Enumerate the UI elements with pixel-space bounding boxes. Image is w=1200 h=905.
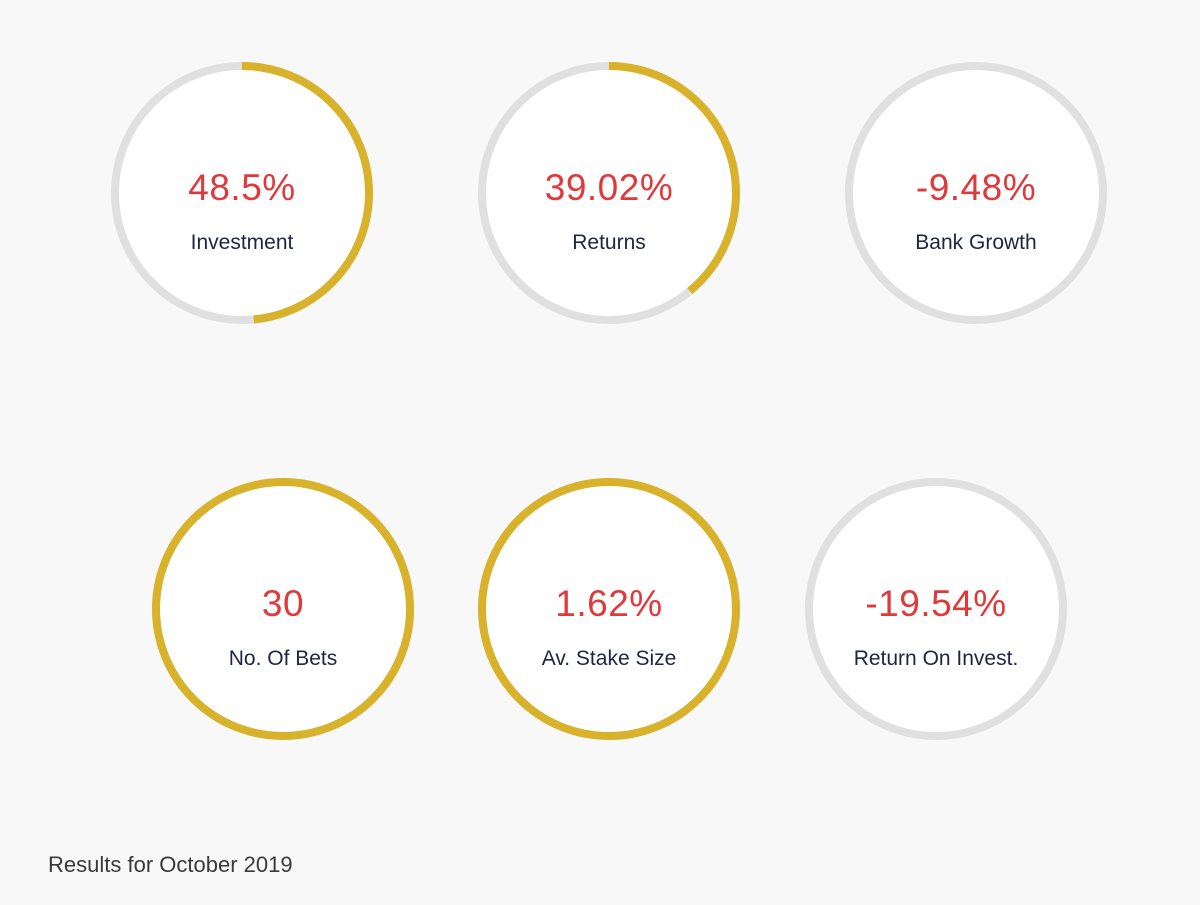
gauge-progress-arc [111, 62, 373, 324]
gauge-track [845, 62, 1107, 324]
gauge-ring [478, 62, 740, 324]
gauge-number-of-bets: 30 No. Of Bets [152, 478, 414, 740]
gauge-label: No. Of Bets [228, 647, 338, 670]
gauge-average-stake-size: 1.62% Av. Stake Size [478, 478, 740, 740]
gauge-value: 48.5% [188, 167, 296, 208]
gauge-ring [845, 62, 1107, 324]
gauge-progress-arc [152, 478, 414, 740]
gauge-track [805, 478, 1067, 740]
gauge-value: -9.48% [915, 167, 1037, 208]
gauge-label: Returns [572, 231, 646, 254]
gauge-value: 30 [261, 583, 305, 624]
gauge-progress-arc [478, 478, 740, 740]
gauge-ring [805, 478, 1067, 740]
gauge-ring [111, 62, 373, 324]
gauge-progress-arc [478, 62, 740, 324]
gauge-return-on-investment: -19.54% Return On Invest. [805, 478, 1067, 740]
gauge-investment: 48.5% Investment [111, 62, 373, 324]
gauge-label: Bank Growth [915, 231, 1037, 254]
gauge-label: Investment [190, 231, 294, 254]
gauge-value: -19.54% [865, 583, 1007, 624]
gauge-ring [478, 478, 740, 740]
gauge-label: Av. Stake Size [541, 647, 677, 670]
gauge-returns: 39.02% Returns [478, 62, 740, 324]
gauge-bank-growth: -9.48% Bank Growth [845, 62, 1107, 324]
gauge-label: Return On Invest. [853, 647, 1019, 670]
gauge-value: 39.02% [544, 167, 674, 208]
gauge-value: 1.62% [555, 583, 663, 624]
gauge-ring [152, 478, 414, 740]
results-period-caption: Results for October 2019 [48, 852, 293, 877]
